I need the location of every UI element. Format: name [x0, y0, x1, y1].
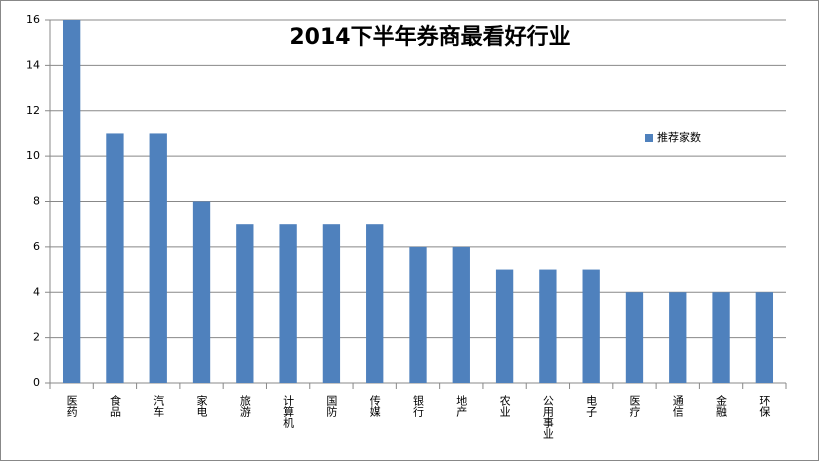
x-tick-label: 家电	[195, 394, 208, 417]
legend-swatch	[645, 134, 653, 142]
bar	[755, 292, 774, 383]
y-tick-label: 14	[26, 58, 40, 71]
bar	[625, 292, 644, 383]
bar	[582, 269, 600, 383]
bar	[62, 20, 81, 383]
x-tick-label: 地产	[455, 395, 468, 418]
bar	[669, 292, 687, 383]
x-tick-label: 银行	[412, 394, 425, 418]
bar	[495, 269, 514, 383]
x-tick-label: 旅游	[238, 394, 251, 417]
bar	[452, 246, 470, 383]
bar	[409, 246, 427, 383]
y-tick-label: 4	[33, 285, 40, 298]
y-tick-label: 0	[33, 376, 40, 389]
bar	[712, 292, 730, 383]
x-tick-label: 传媒	[368, 395, 381, 418]
bar	[149, 133, 167, 383]
y-tick-label: 2	[33, 331, 40, 344]
x-tick-label: 通信	[671, 395, 684, 418]
y-tick-label: 8	[33, 195, 40, 208]
x-tick-label: 农业	[498, 394, 511, 417]
chart-title: 2014下半年券商最看好行业	[289, 24, 570, 50]
x-tick-label: 医疗	[628, 395, 641, 418]
bar	[106, 133, 124, 383]
bar	[366, 224, 384, 383]
bar	[539, 269, 557, 383]
y-tick-label: 12	[26, 104, 40, 117]
x-tick-label: 环保	[758, 395, 771, 418]
x-tick-label: 金融	[715, 394, 728, 418]
y-tick-label: 16	[26, 13, 40, 26]
bar	[279, 224, 297, 383]
x-tick-label: 国防	[325, 395, 338, 418]
y-tick-label: 10	[26, 149, 40, 162]
x-tick-label: 计算机	[282, 395, 295, 428]
bar	[192, 201, 211, 383]
legend-label: 推荐家数	[657, 130, 701, 144]
x-tick-label: 食品	[108, 394, 121, 417]
x-tick-label: 汽车	[152, 394, 165, 418]
y-tick-label: 6	[33, 240, 40, 253]
bar	[236, 224, 254, 383]
x-tick-label: 公用事业	[541, 395, 554, 439]
bar	[322, 224, 341, 383]
x-tick-label: 医药	[65, 395, 78, 418]
x-tick-label: 电子	[585, 395, 598, 417]
